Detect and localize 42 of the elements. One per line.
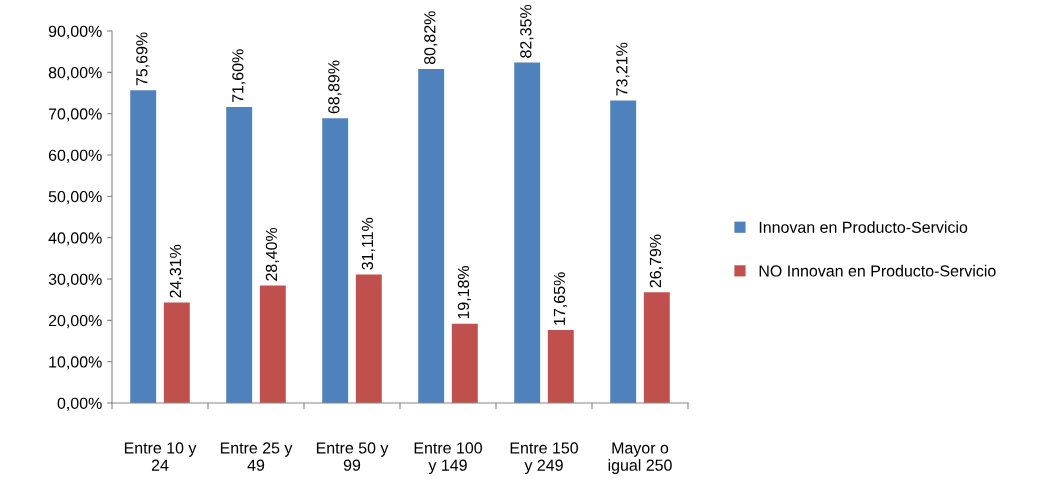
data-label: 73,21% [616,42,630,96]
bar [451,323,478,403]
data-label: 26,79% [649,234,663,288]
x-tick-label: Entre 150 y 249 [510,442,579,474]
bar [130,90,157,403]
bar [547,330,574,403]
data-label: 19,18% [457,265,471,319]
bar [259,285,286,403]
y-tick-label: 10,00% [49,356,102,370]
bar [163,302,190,403]
data-label: 71,60% [232,49,246,103]
data-label: 17,65% [553,272,567,325]
bar [610,100,637,403]
legend-label: NO Innovan en Producto-Servicio [759,264,996,277]
y-tick-label: 30,00% [48,273,102,287]
data-label: 82,35% [520,4,534,58]
bar [322,118,349,403]
y-tick-label: 60,00% [48,149,102,163]
data-label: 31,11% [361,217,375,270]
bar [418,68,445,403]
data-label: 80,82% [424,11,438,65]
y-tick-label: 40,00% [48,232,102,246]
x-tick-label: Entre 10 y 24 [124,442,197,471]
y-tick-label: 20,00% [48,314,102,329]
bar [355,274,382,403]
y-tick-label: 70,00% [48,108,102,122]
data-label: 75,69% [136,32,150,86]
y-tick-label: 90,00% [48,25,102,39]
data-label: 24,31% [169,244,183,298]
bar [226,107,253,403]
bar [643,292,670,403]
y-tick-label: 80,00% [48,66,102,81]
legend-label: Innovan en Producto-Servicio [759,221,968,233]
data-label: 68,89% [328,60,342,114]
x-tick-label: Entre 25 y 49 [220,442,293,471]
data-label: 28,40% [265,227,279,281]
y-tick-label: 0,00% [57,397,102,411]
x-tick-label: Entre 100 y 149 [414,442,483,474]
x-tick-label: Entre 50 y 99 [316,442,389,471]
y-tick-label: 50,00% [48,190,102,205]
bar [514,62,541,403]
x-tick-label: Mayor o igual 250 [608,442,672,474]
